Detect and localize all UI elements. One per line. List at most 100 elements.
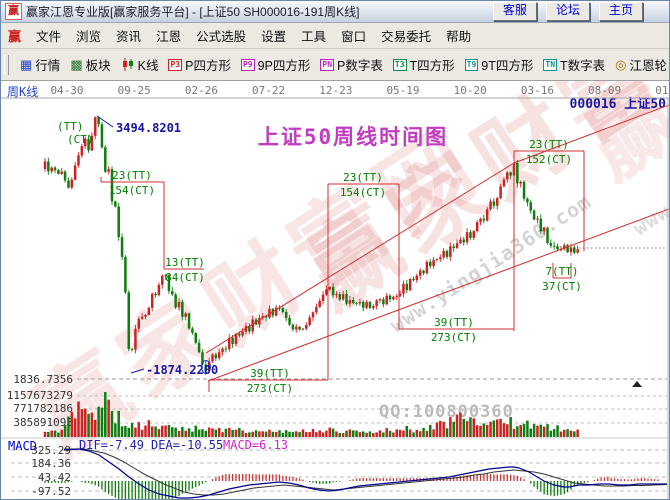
toolbar-item-label: K线 — [137, 59, 159, 73]
toolbar-item-label: T数字表 — [560, 59, 606, 73]
menu-item-8[interactable]: 交易委托 — [381, 30, 432, 44]
svg-text:152(CT): 152(CT) — [526, 153, 572, 166]
svg-text:37(CT): 37(CT) — [542, 280, 582, 293]
titlebar: 赢 赢家江恩专业版[赢家服务平台] - [上证50 SH000016-191周K… — [1, 1, 669, 23]
menu-item-0[interactable]: 文件 — [36, 30, 62, 44]
svg-text:23(TT): 23(TT) — [343, 171, 383, 184]
toolbar-item-label: 9P四方形 — [257, 59, 311, 73]
toolbar-item-5[interactable]: PN P数字表 — [320, 55, 383, 74]
toolbar-item-label: 行情 — [35, 59, 61, 73]
toolbar-item-label: P数字表 — [337, 59, 383, 73]
toolbar-item-9[interactable]: ◎ 江恩轮 — [615, 55, 667, 74]
svg-text:周K线: 周K线 — [7, 85, 38, 99]
menu-item-9[interactable]: 帮助 — [446, 30, 472, 44]
chart-canvas[interactable]: 赢家财富网赢家财富网赢家财富网www.yingjia360.comwww.yin… — [1, 81, 669, 500]
svg-text:000016 上证50: 000016 上证50 — [570, 97, 667, 112]
P3-icon: P3 — [168, 58, 183, 71]
svg-text:05-19: 05-19 — [386, 84, 419, 97]
toolbar: ▦ 行情 ▩ 板块 K线 P3 P四方形 P9 9P四方形 PN P数字表 T3 T四方形 T9 9T四方形… — [1, 49, 669, 81]
toolbar-item-8[interactable]: TN T数字表 — [543, 55, 605, 74]
svg-text:-1874.2200: -1874.2200 — [146, 363, 218, 377]
svg-text:09-25: 09-25 — [118, 84, 151, 97]
menu-item-2[interactable]: 资讯 — [116, 30, 142, 44]
toolbar-item-label: T四方形 — [409, 59, 455, 73]
svg-text:QQ:100800360: QQ:100800360 — [379, 402, 514, 422]
svg-text:08-09: 08-09 — [588, 84, 621, 97]
toolbar-item-3[interactable]: P3 P四方形 — [168, 55, 231, 74]
svg-text:03-16: 03-16 — [521, 84, 554, 97]
svg-text:273(CT): 273(CT) — [247, 382, 293, 395]
toolbar-items: ▦ 行情 ▩ 板块 K线 P3 P四方形 P9 9P四方形 PN P数字表 T3 T四方形 T9 9T四方形… — [20, 55, 667, 74]
svg-text:154(CT): 154(CT) — [340, 186, 386, 199]
menu-item-4[interactable]: 公式选股 — [196, 30, 247, 44]
titlebar-buttons: 客服 论坛 主页 — [484, 2, 643, 21]
svg-text:MACD=6.13: MACD=6.13 — [223, 438, 288, 452]
svg-text:07-22: 07-22 — [252, 84, 285, 97]
app-logo-icon: 赢 — [5, 3, 22, 20]
chart-title: 上证50周线时间图 — [258, 125, 448, 149]
svg-text:39(TT): 39(TT) — [434, 316, 474, 329]
toolbar-item-7[interactable]: T9 9T四方形 — [464, 55, 534, 74]
svg-text:12-23: 12-23 — [319, 84, 352, 97]
toolbar-item-label: 9T四方形 — [481, 59, 534, 73]
titlebar-button-2[interactable]: 主页 — [598, 2, 643, 21]
titlebar-button-0[interactable]: 客服 — [492, 2, 537, 21]
blocks-icon: ▩ — [70, 57, 83, 72]
toolbar-item-label: 江恩轮 — [629, 59, 668, 73]
svg-text:1836.7356: 1836.7356 — [13, 373, 73, 386]
svg-text:184.36: 184.36 — [31, 457, 71, 470]
P9-icon: P9 — [240, 58, 255, 71]
svg-text:154(CT): 154(CT) — [109, 184, 155, 197]
chart-area: 赢家财富网赢家财富网赢家财富网www.yingjia360.comwww.yin… — [1, 81, 669, 500]
svg-text:3494.8201: 3494.8201 — [116, 121, 181, 135]
menu-item-7[interactable]: 窗口 — [341, 30, 367, 44]
menu-item-6[interactable]: 工具 — [301, 30, 327, 44]
svg-text:-97.52: -97.52 — [31, 485, 71, 498]
pane-borders — [1, 97, 669, 499]
svg-text:43.42: 43.42 — [38, 471, 71, 484]
toolbar-item-label: 板块 — [85, 59, 111, 73]
macd-histogram — [44, 474, 659, 499]
svg-text:84(CT): 84(CT) — [165, 271, 205, 284]
svg-text:13(TT): 13(TT) — [165, 256, 205, 269]
grid-icon: ▦ — [20, 57, 33, 72]
svg-text:23(TT): 23(TT) — [112, 169, 152, 182]
gridlines — [11, 247, 667, 492]
svg-text:01-01: 01-01 — [655, 84, 669, 97]
svg-text:273(CT): 273(CT) — [431, 331, 477, 344]
TN-icon: TN — [543, 58, 558, 71]
toolbar-item-1[interactable]: ▩ 板块 — [70, 55, 110, 74]
toolbar-item-2[interactable]: K线 — [121, 55, 159, 74]
toolbar-item-6[interactable]: T3 T四方形 — [392, 55, 455, 74]
svg-text:上证50周线时间图: 上证50周线时间图 — [258, 125, 448, 149]
gann-trend-lines — [205, 104, 669, 382]
price-annotations: 3494.8201 -1874.2200 (TT)(CT) — [57, 115, 642, 387]
menu-item-5[interactable]: 设置 — [261, 30, 287, 44]
time-cycle-brackets: 23(TT) 154(CT) 13(TT) 84(CT) 39(TT) 273(CT) 23… — [100, 138, 585, 395]
window-title: 赢家江恩专业版[赢家服务平台] - [上证50 SH000016-191周K线] — [26, 5, 360, 19]
toolbar-item-4[interactable]: P9 9P四方形 — [240, 55, 311, 74]
titlebar-button-1[interactable]: 论坛 — [545, 2, 590, 21]
svg-text:10-20: 10-20 — [454, 84, 487, 97]
toolbar-item-label: P四方形 — [185, 59, 231, 73]
svg-text:DIF=-7.49: DIF=-7.49 — [79, 438, 144, 452]
candles-icon — [121, 58, 135, 71]
volume-bars — [43, 392, 579, 437]
menubar: 赢 文件 浏览 资讯 江恩 公式选股 设置 工具 窗口 交易委托 帮助 — [1, 23, 669, 49]
svg-text:1157673279: 1157673279 — [7, 389, 73, 402]
svg-text:(CT): (CT) — [67, 133, 94, 146]
svg-text:23(TT): 23(TT) — [529, 138, 569, 151]
toolbar-grip-handle[interactable] — [4, 54, 9, 75]
menu-item-1[interactable]: 浏览 — [76, 30, 102, 44]
PN-icon: PN — [320, 58, 335, 71]
svg-text:39(TT): 39(TT) — [250, 367, 290, 380]
svg-text:771782186: 771782186 — [13, 402, 73, 415]
toolbar-item-0[interactable]: ▦ 行情 — [20, 55, 60, 74]
svg-text:(TT): (TT) — [57, 120, 84, 133]
menu-item-3[interactable]: 江恩 — [156, 30, 182, 44]
T3-icon: T3 — [392, 58, 407, 71]
x-axis-dates: 04-30 09-25 02-26 07-22 12-23 05-19 10-20 03-16… — [7, 84, 669, 112]
